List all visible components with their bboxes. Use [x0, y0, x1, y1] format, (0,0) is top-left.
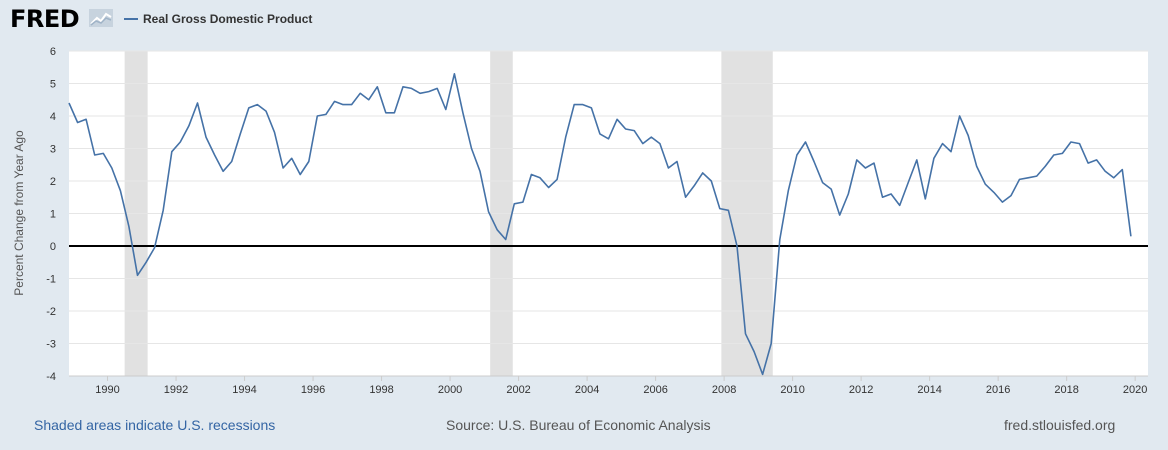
y-tick-label: -1 — [46, 274, 56, 286]
site-link[interactable]: fred.stlouisfed.org — [1004, 417, 1116, 433]
series-line — [68, 73, 1132, 376]
recession-note-link[interactable]: Shaded areas indicate U.S. recessions — [34, 417, 276, 433]
chart-footer: Shaded areas indicate U.S. recessions So… — [0, 414, 1168, 438]
y-tick-label: 4 — [50, 111, 56, 123]
x-tick-label: 2016 — [986, 384, 1010, 396]
chart-header: FRED Real Gross Domestic Product — [0, 0, 1168, 40]
y-tick-label: 6 — [50, 46, 56, 58]
x-tick-label: 1998 — [369, 384, 393, 396]
y-tick-label: -3 — [46, 339, 56, 351]
legend-label[interactable]: Real Gross Domestic Product — [143, 12, 313, 26]
x-tick-label: 2004 — [575, 384, 599, 396]
y-tick-label: -2 — [46, 306, 56, 318]
y-tick-label: 3 — [50, 144, 56, 156]
x-tick-label: 2010 — [780, 384, 804, 396]
x-tick-label: 1994 — [232, 384, 256, 396]
y-tick-label: -4 — [46, 371, 56, 383]
y-tick-label: 2 — [50, 176, 56, 188]
x-tick-label: 2002 — [506, 384, 530, 396]
x-tick-label: 2014 — [917, 384, 941, 396]
x-tick-label: 2000 — [438, 384, 462, 396]
x-tick-label: 2012 — [849, 384, 873, 396]
line-chart: -4 -3 -2 -1 0 1 2 3 4 5 6 1990 1992 1994 1996 1998 2000 2… — [12, 46, 1148, 396]
legend-swatch — [124, 18, 138, 20]
fred-logo[interactable]: FRED — [10, 5, 80, 33]
x-tick-label: 1990 — [95, 384, 119, 396]
fred-logo-graph-icon — [89, 9, 113, 27]
x-tick-label: 1996 — [301, 384, 325, 396]
x-tick-label: 2008 — [712, 384, 736, 396]
source-link[interactable]: Source: U.S. Bureau of Economic Analysis — [446, 417, 711, 433]
y-tick-label: 5 — [50, 79, 56, 91]
y-tick-label: 0 — [50, 241, 56, 253]
y-axis-label: Percent Change from Year Ago — [12, 130, 26, 296]
x-tick-label: 2020 — [1123, 384, 1147, 396]
y-tick-label: 1 — [50, 209, 56, 221]
x-tick-label: 2018 — [1054, 384, 1078, 396]
x-tick-label: 1992 — [164, 384, 188, 396]
x-tick-label: 2006 — [643, 384, 667, 396]
